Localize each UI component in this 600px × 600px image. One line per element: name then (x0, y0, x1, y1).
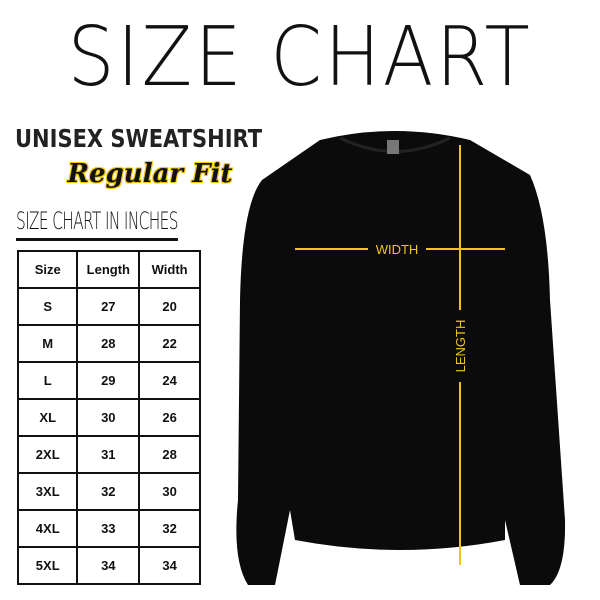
table-row: XL 30 26 (16, 398, 201, 437)
fit-label: Regular Fit (67, 159, 233, 189)
column-header: Length (76, 250, 141, 289)
table-cell: 24 (138, 361, 201, 400)
table-cell: 33 (76, 509, 141, 548)
header-row: Size Length Width (16, 250, 201, 289)
table-cell: 5XL (16, 546, 79, 585)
table-cell: M (16, 324, 79, 363)
column-header: Size (16, 250, 79, 289)
table-row: S 27 20 (16, 287, 201, 326)
table-cell: 26 (138, 398, 201, 437)
table-cell: 30 (76, 398, 141, 437)
table-cell: 28 (138, 435, 201, 474)
table-cell: 3XL (16, 472, 79, 511)
table-cell: 29 (76, 361, 141, 400)
table-row: 5XL 34 34 (16, 546, 201, 585)
table-cell: 4XL (16, 509, 79, 548)
table-cell: 32 (76, 472, 141, 511)
table-cell: 27 (76, 287, 141, 326)
table-cell: 34 (138, 546, 201, 585)
size-table: Size Length Width S 27 20 M 28 22 L 29 24 XL 30 26 2XL… (16, 250, 201, 585)
page-title: SIZE CHART (67, 10, 533, 105)
tag-icon (387, 140, 399, 154)
table-cell: L (16, 361, 79, 400)
table-cell: 34 (76, 546, 141, 585)
product-name: UNISEX SWEATSHIRT (15, 124, 263, 153)
length-label: LENGTH (453, 320, 468, 373)
table-cell: S (16, 287, 79, 326)
table-row: 3XL 32 30 (16, 472, 201, 511)
table-cell: 2XL (16, 435, 79, 474)
table-cell: 20 (138, 287, 201, 326)
table-row: 2XL 31 28 (16, 435, 201, 474)
table-cell: 22 (138, 324, 201, 363)
column-header: Width (138, 250, 201, 289)
table-cell: 31 (76, 435, 141, 474)
table-row: L 29 24 (16, 361, 201, 400)
sweatshirt-icon (236, 131, 566, 585)
table-cell: XL (16, 398, 79, 437)
table-cell: 30 (138, 472, 201, 511)
table-row: 4XL 33 32 (16, 509, 201, 548)
measurement-lines (295, 145, 505, 565)
table-cell: 28 (76, 324, 141, 363)
width-label: WIDTH (376, 242, 419, 257)
table-cell: 32 (138, 509, 201, 548)
table-title: SIZE CHART IN INCHES (16, 206, 178, 241)
table-row: M 28 22 (16, 324, 201, 363)
